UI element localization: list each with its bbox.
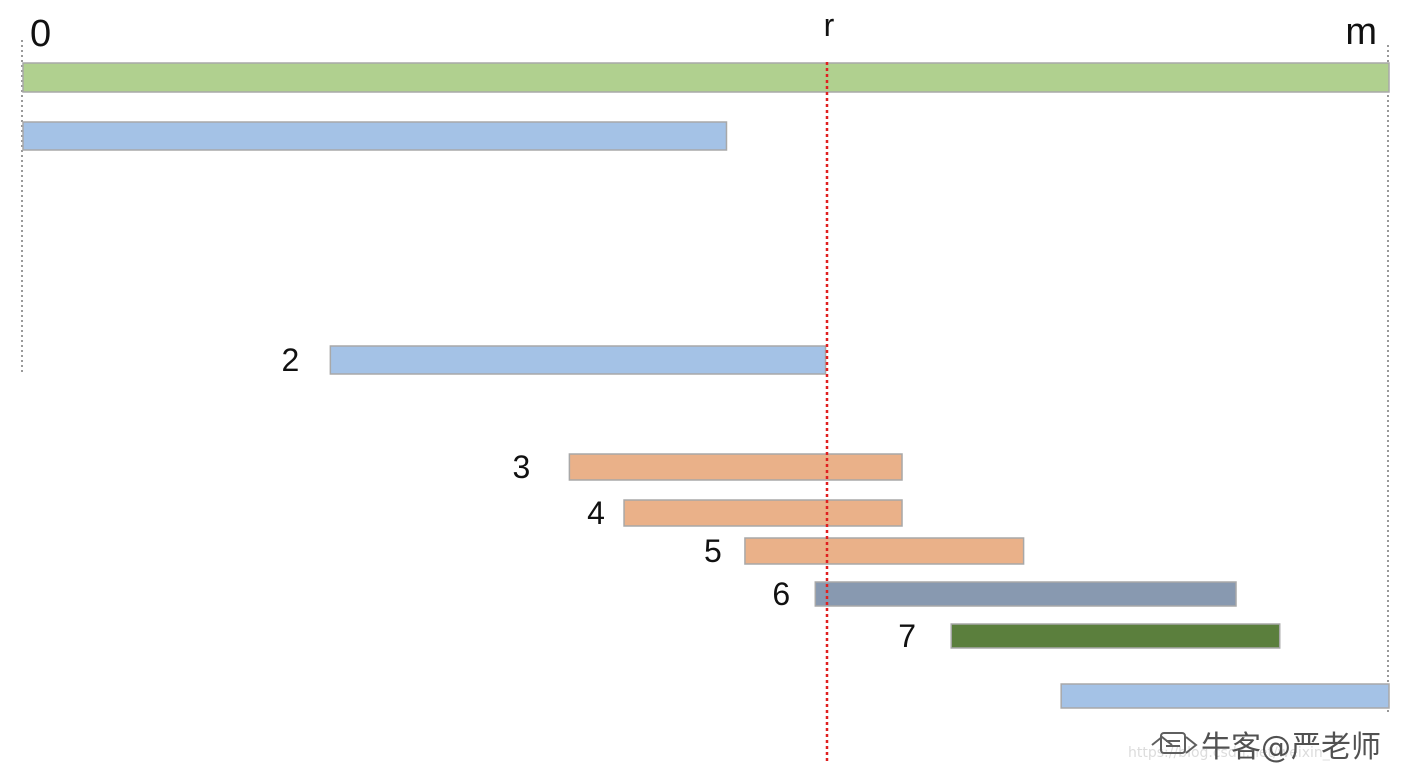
marker-end-label: m (1345, 11, 1377, 53)
segment-label-seg-7: 7 (898, 618, 916, 654)
marker-cut-label: r (824, 7, 835, 43)
watermark-logo-icon (1151, 732, 1198, 754)
watermark-text: 牛客@严老师 (1201, 730, 1381, 765)
interval-bar-full (22, 62, 1390, 93)
segment-label-seg-2: 2 (281, 342, 299, 378)
interval-bar-seg-6 (814, 581, 1237, 607)
segment-label-seg-5: 5 (704, 533, 722, 569)
segment-label-seg-3: 3 (513, 449, 531, 485)
marker-start-label: 0 (30, 13, 51, 55)
interval-bar-seg-5 (744, 537, 1025, 565)
interval-bar-seg-7 (950, 623, 1281, 649)
interval-bar-seg-2 (329, 345, 827, 375)
watermark-url: https://blog.csdn.net/weixin_ (1128, 745, 1331, 761)
interval-bar-prefix (22, 121, 728, 151)
interval-bars (22, 62, 1390, 709)
interval-bar-seg-4 (623, 499, 903, 527)
segment-label-seg-6: 6 (772, 576, 790, 612)
segment-labels: 2 3 4 5 6 7 (281, 342, 916, 654)
segment-label-seg-4: 4 (587, 495, 605, 531)
interval-bar-seg-3 (568, 453, 903, 481)
watermark: https://blog.csdn.net/weixin_ 牛客@严老师 (1128, 730, 1381, 765)
interval-bar-suffix (1060, 683, 1390, 709)
